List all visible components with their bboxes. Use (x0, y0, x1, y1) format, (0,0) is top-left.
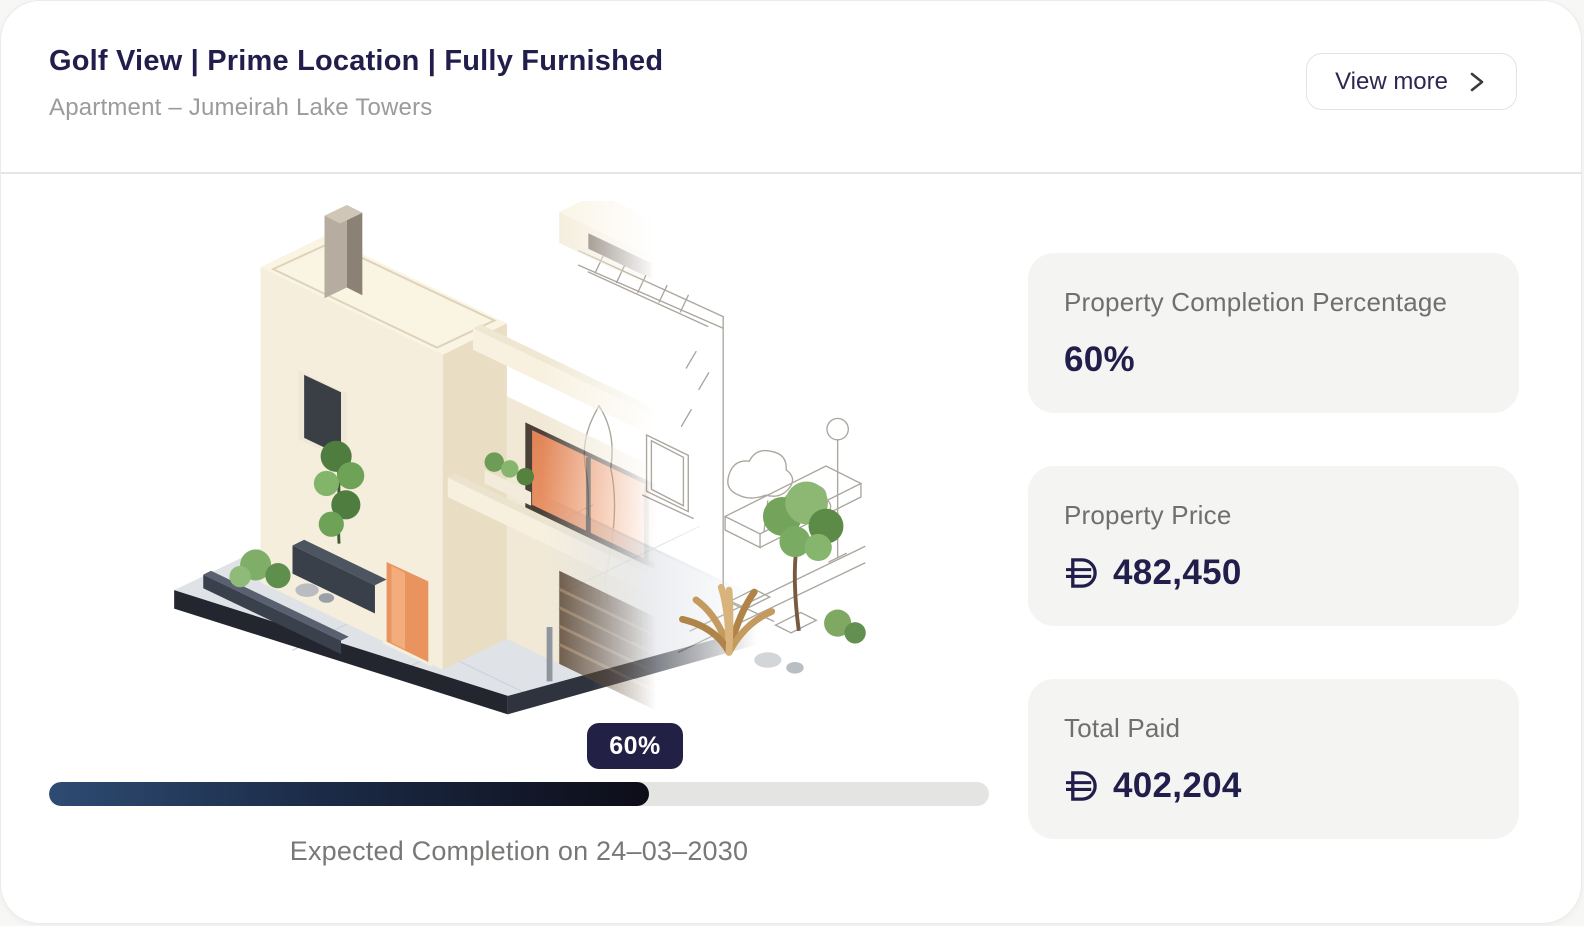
chevron-right-icon (1470, 72, 1484, 91)
header: Golf View | Prime Location | Fully Furni… (49, 45, 663, 122)
completion-progress-bar (49, 782, 989, 806)
house-render-to-sketch-image (174, 201, 866, 731)
stat-card-total-paid: Total Paid 402,204 (1028, 679, 1519, 839)
property-illustration (141, 201, 881, 731)
header-divider (1, 172, 1581, 174)
property-title: Golf View | Prime Location | Fully Furni… (49, 45, 664, 77)
stats-column: Property Completion Percentage 60% Prope… (1028, 253, 1519, 892)
uae-dirham-symbol-icon (1066, 770, 1097, 801)
property-subtitle: Apartment – Jumeirah Lake Towers (49, 94, 433, 121)
stat-card-property-price: Property Price 482,450 (1028, 466, 1519, 626)
expected-completion-text: Expected Completion on 24–03–2030 (289, 836, 749, 866)
uae-dirham-symbol-icon (1066, 557, 1097, 588)
stat-value: 482,450 (1113, 553, 1242, 592)
view-more-label: View more (1335, 67, 1448, 95)
completion-progress-fill (49, 782, 649, 806)
completion-badge: 60% (587, 723, 683, 769)
stat-card-completion-percentage: Property Completion Percentage 60% (1028, 253, 1519, 413)
stat-value: 402,204 (1113, 766, 1242, 805)
stat-label: Total Paid (1064, 713, 1181, 743)
stat-label: Property Price (1064, 500, 1232, 530)
foreground-plants (679, 481, 866, 674)
stat-label: Property Completion Percentage (1064, 287, 1448, 317)
view-more-button[interactable]: View more (1306, 53, 1517, 110)
stat-value: 60% (1064, 340, 1135, 379)
house-render (229, 201, 749, 731)
